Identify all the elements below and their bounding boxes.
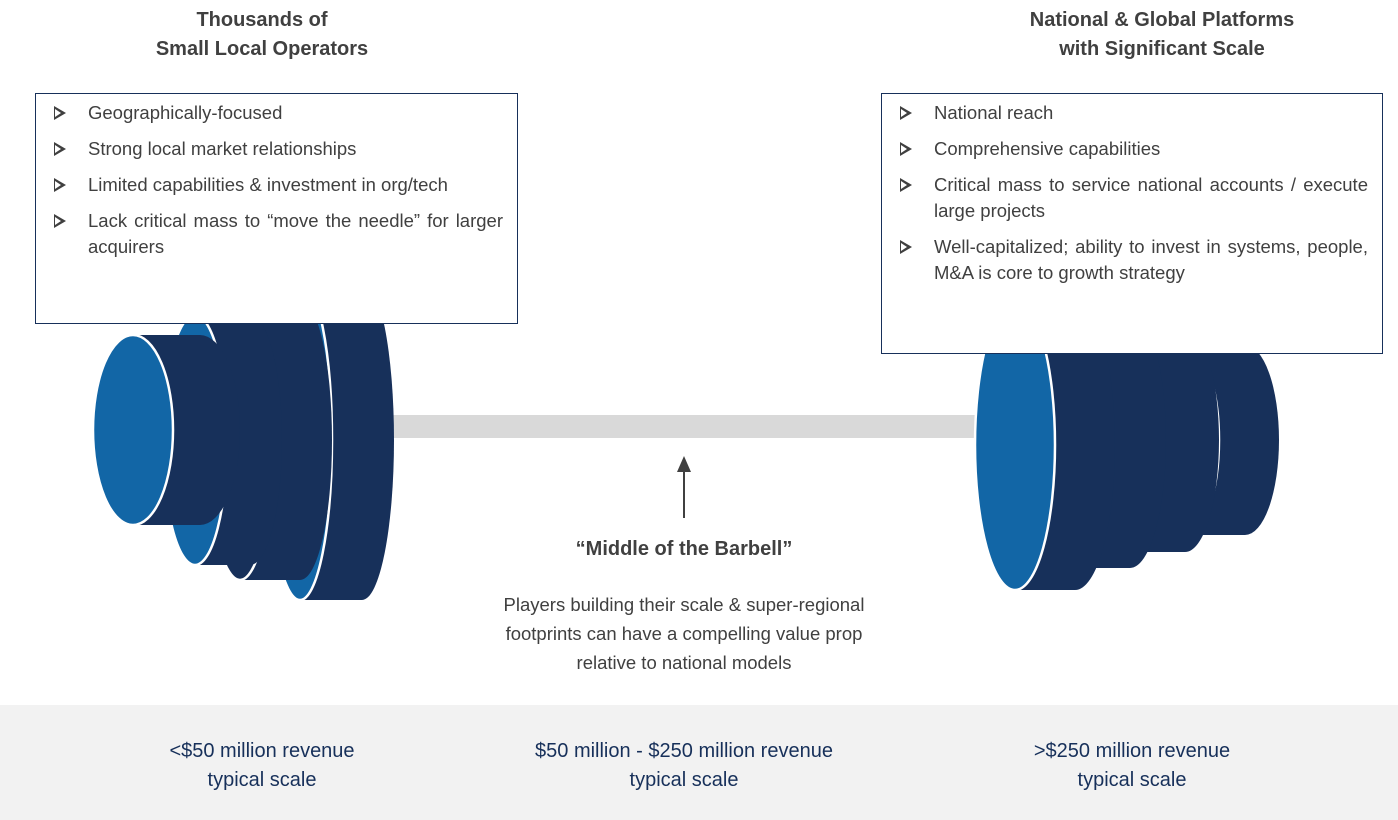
title-line: with Significant Scale <box>952 35 1372 64</box>
bullet-item: Limited capabilities & investment in org… <box>50 172 503 198</box>
middle-title: “Middle of the Barbell” <box>434 538 934 561</box>
middle-description: Players building their scale & super-reg… <box>434 590 934 677</box>
footer-line: typical scale <box>922 766 1342 795</box>
page: Thousands ofSmall Local Operators Nation… <box>0 0 1398 820</box>
bar <box>380 415 1003 438</box>
title-line: Thousands of <box>52 6 472 35</box>
footer-line: typical scale <box>52 766 472 795</box>
left-box: Geographically-focused Strong local marke… <box>35 93 518 324</box>
bullet-item: Geographically-focused <box>50 100 503 126</box>
right-box: National reach Comprehensive capabilities… <box>881 93 1383 354</box>
bullet-item: Strong local market relationships <box>50 136 503 162</box>
description-line: footprints can have a compelling value p… <box>434 619 934 648</box>
title-line: National & Global Platforms <box>952 6 1372 35</box>
bullet-item: Well-capitalized; ability to invest in s… <box>896 234 1368 286</box>
footer-line: <$50 million revenue <box>52 737 472 766</box>
footer-line: >$250 million revenue <box>922 737 1342 766</box>
arrow-head <box>677 456 691 472</box>
title-line: Small Local Operators <box>52 35 472 64</box>
plate-part <box>93 335 173 525</box>
bullet-item: Lack critical mass to “move the needle” … <box>50 208 503 260</box>
description-line: relative to national models <box>434 648 934 677</box>
bullet-item: National reach <box>896 100 1368 126</box>
bullet-item: Critical mass to service national accoun… <box>896 172 1368 224</box>
bullet-item: Comprehensive capabilities <box>896 136 1368 162</box>
footer-line: typical scale <box>474 766 894 795</box>
footer-line: $50 million - $250 million revenue <box>474 737 894 766</box>
description-line: Players building their scale & super-reg… <box>434 590 934 619</box>
